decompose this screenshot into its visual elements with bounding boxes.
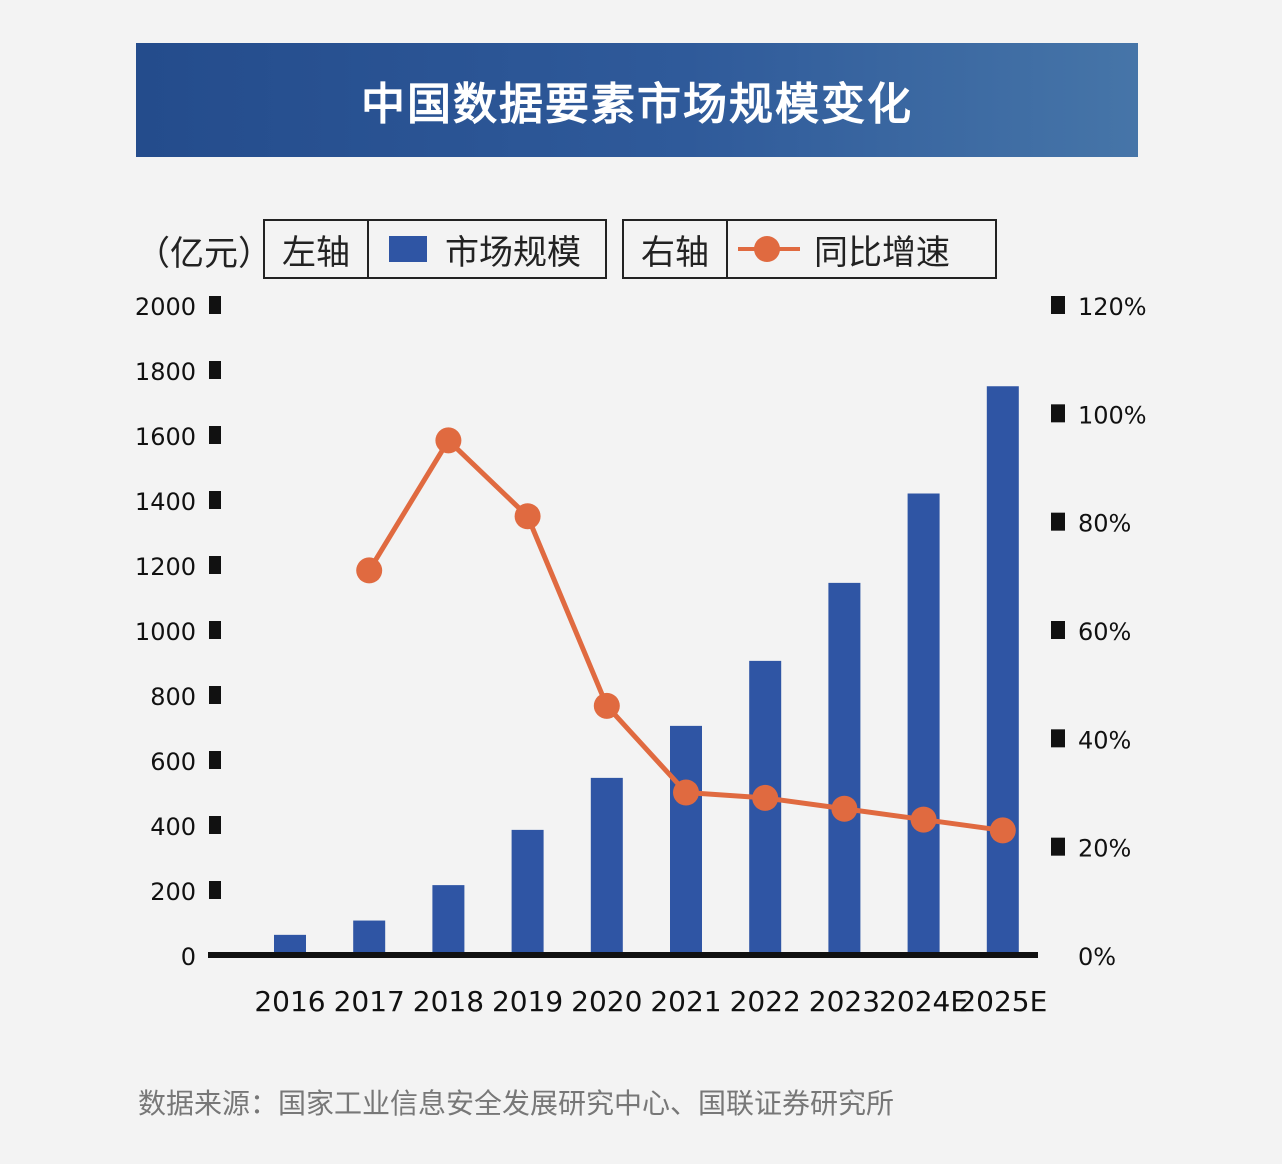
right-axis-tick-label: 80%: [1078, 510, 1131, 538]
left-axis-tick: [209, 816, 221, 834]
growth-point-2022: [752, 784, 779, 811]
left-axis-tick-label: 2000: [135, 293, 196, 321]
left-axis-tick-label: 200: [150, 878, 196, 906]
left-axis-tick-label: 1000: [135, 618, 196, 646]
left-axis-legend: 左轴 市场规模: [263, 219, 607, 279]
right-axis-tick-label: 120%: [1078, 293, 1147, 321]
growth-point-2017: [356, 557, 383, 584]
left-axis-tick-label: 600: [150, 748, 196, 776]
right-axis-tick: [1051, 837, 1065, 856]
right-axis-tick-label: 40%: [1078, 726, 1131, 754]
left-axis-tick: [209, 751, 221, 769]
right-axis-tick-label: 20%: [1078, 835, 1131, 863]
x-axis-label: 2018: [413, 985, 484, 1018]
left-axis-tick-label: 0: [181, 943, 196, 971]
left-axis-tick-label: 1600: [135, 423, 196, 451]
growth-point-2021: [673, 779, 699, 806]
right-axis-tick-label: 60%: [1078, 618, 1131, 646]
growth-point-2019: [514, 503, 541, 530]
x-axis-label: 2023: [809, 985, 880, 1018]
x-axis-label: 2017: [334, 985, 405, 1018]
bar-2021: [670, 725, 702, 955]
right-axis-tick: [1051, 621, 1065, 639]
x-axis-label: 2016: [254, 985, 325, 1018]
bar-2020: [590, 777, 623, 955]
right-axis-legend: 右轴 同比增速: [622, 219, 997, 279]
legend-label-growth-rate: 同比增速: [814, 232, 950, 273]
x-axis-label: 2019: [492, 985, 563, 1018]
right-axis-tick-label: 0%: [1078, 943, 1116, 971]
growth-point-2023: [831, 795, 858, 822]
bar-2019: [511, 829, 544, 955]
left-axis-tick: [209, 881, 221, 899]
right-axis-tick-label: 100%: [1078, 401, 1147, 429]
legend-item-market-size: 市场规模: [367, 221, 605, 277]
left-axis-tick-label: 1400: [135, 488, 196, 516]
growth-point-2025E: [989, 817, 1016, 844]
bar-2023: [828, 582, 861, 955]
x-axis-label: 2024E: [879, 985, 968, 1018]
bar-2024E: [907, 493, 940, 955]
left-axis-tick-label: 800: [150, 683, 196, 711]
growth-point-2020: [593, 692, 620, 719]
left-axis-unit: （亿元）: [136, 234, 272, 274]
x-axis-label: 2025E: [958, 985, 1047, 1018]
x-axis-label: 2021: [650, 985, 721, 1018]
bar-2025E: [986, 386, 1019, 955]
legend-label-market-size: 市场规模: [445, 232, 581, 273]
title-banner: 中国数据要素市场规模变化: [136, 43, 1138, 157]
legend-item-growth-rate: 同比增速: [726, 221, 995, 277]
x-axis-label: 2020: [571, 985, 642, 1018]
bar-2017: [353, 920, 386, 955]
left-axis-tick: [209, 296, 221, 314]
growth-point-2018: [435, 427, 462, 454]
x-axis-label: 2022: [730, 985, 801, 1018]
chart-title: 中国数据要素市场规模变化: [361, 79, 913, 130]
bar-2018: [432, 885, 465, 955]
right-axis-tick: [1051, 512, 1065, 531]
right-axis-tick: [1051, 296, 1065, 314]
x-axis-line: [208, 952, 1038, 958]
left-axis-tick-label: 1200: [135, 553, 196, 581]
left-axis-tick: [209, 361, 221, 379]
right-axis-legend-label: 右轴: [641, 232, 709, 273]
left-axis-legend-label: 左轴: [282, 232, 350, 273]
left-axis-tick-label: 400: [150, 813, 196, 841]
left-axis-tick-label: 1800: [135, 358, 196, 386]
growth-point-2024E: [910, 806, 937, 833]
source-note: 数据来源：国家工业信息安全发展研究中心、国联证券研究所: [138, 1087, 895, 1120]
line-swatch-icon: [738, 234, 800, 264]
right-axis-tick: [1051, 729, 1065, 748]
left-axis-tick: [209, 491, 221, 509]
left-axis-tick: [209, 686, 221, 704]
bar-2016: [274, 934, 306, 955]
bar-swatch-icon: [389, 236, 427, 262]
left-axis-tick: [209, 621, 221, 639]
left-axis-tick: [209, 426, 221, 444]
left-axis-tick: [209, 556, 221, 574]
right-axis-tick: [1051, 404, 1065, 423]
